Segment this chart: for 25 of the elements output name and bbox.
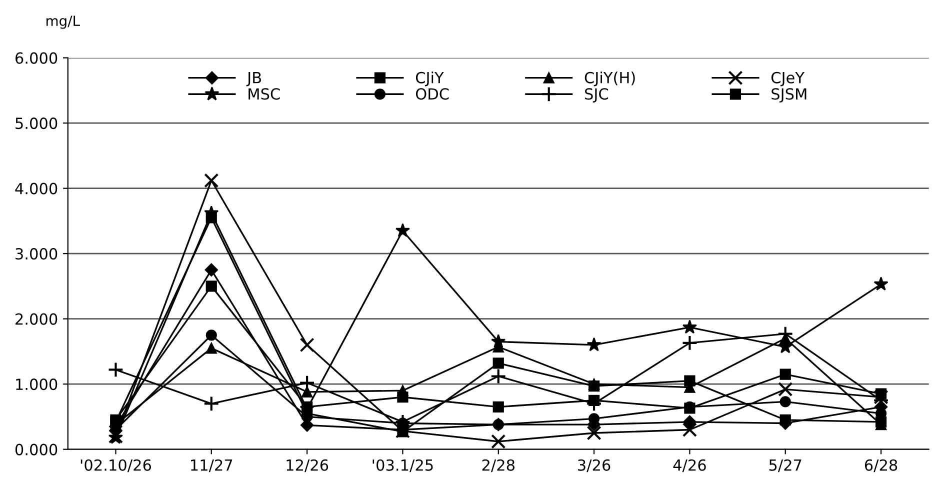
x-tick-label: '03.1/25 xyxy=(372,459,433,472)
legend-label: ODC xyxy=(416,88,449,100)
legend-label: CJiY xyxy=(416,72,444,86)
x-tick-label: 5/27 xyxy=(769,459,802,472)
legend-label: JB xyxy=(246,72,262,86)
legend-label: CJeY xyxy=(771,72,805,86)
y-tick-label: 5.000 xyxy=(16,118,58,130)
y-tick-label: 3.000 xyxy=(16,248,58,260)
legend-label: MSC xyxy=(248,88,280,100)
x-tick-label: 12/26 xyxy=(286,459,328,472)
legend-label: SJC xyxy=(585,88,608,103)
legend-label: SJSM xyxy=(772,88,806,103)
x-tick-label: 6/28 xyxy=(864,459,898,472)
y-tick-label: 4.000 xyxy=(15,182,58,194)
x-tick-label: '02.10/26 xyxy=(80,459,152,472)
x-tick-label: 4/26 xyxy=(673,459,706,472)
x-tick-label: 3/26 xyxy=(578,459,610,472)
y-tick-label: 6.000 xyxy=(16,52,58,64)
y-tick-label: 1.000 xyxy=(16,378,58,390)
x-tick-label: 2/28 xyxy=(482,459,514,472)
legend-label: CJiY(H) xyxy=(584,72,635,86)
y-tick-label: 0.000 xyxy=(15,444,58,456)
x-tick-label: 11/27 xyxy=(191,459,232,472)
y-tick-label: 2.000 xyxy=(16,313,58,325)
y-axis-title: mg/L xyxy=(46,16,80,29)
